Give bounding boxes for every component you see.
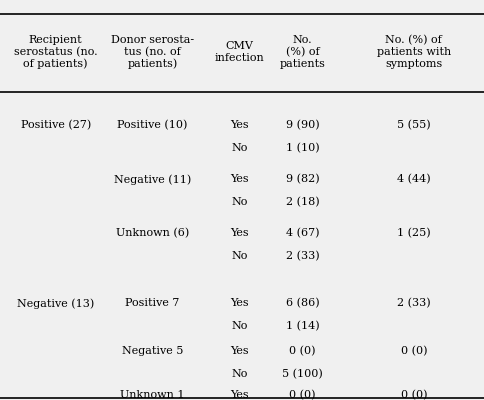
- Text: 2 (18): 2 (18): [286, 197, 319, 208]
- Text: 9 (90): 9 (90): [286, 120, 319, 130]
- Text: No: No: [231, 143, 248, 153]
- Text: 0 (0): 0 (0): [401, 346, 427, 356]
- Text: 5 (100): 5 (100): [282, 369, 323, 380]
- Text: No: No: [231, 369, 248, 379]
- Text: No: No: [231, 251, 248, 261]
- Text: Unknown (6): Unknown (6): [116, 228, 189, 238]
- Text: Recipient
serostatus (no.
of patients): Recipient serostatus (no. of patients): [14, 35, 97, 69]
- Text: Yes: Yes: [230, 390, 249, 400]
- Text: 1 (25): 1 (25): [397, 228, 431, 238]
- Text: Positive 7: Positive 7: [125, 298, 180, 308]
- Text: Unknown 1: Unknown 1: [120, 390, 185, 400]
- Text: 1 (10): 1 (10): [286, 143, 319, 154]
- Text: Yes: Yes: [230, 346, 249, 356]
- Text: Yes: Yes: [230, 120, 249, 130]
- Text: 9 (82): 9 (82): [286, 174, 319, 184]
- Text: Positive (10): Positive (10): [117, 120, 188, 130]
- Text: 1 (14): 1 (14): [286, 321, 319, 332]
- Text: 0 (0): 0 (0): [401, 390, 427, 400]
- Text: No: No: [231, 197, 248, 207]
- Text: No.
(%) of
patients: No. (%) of patients: [280, 35, 325, 69]
- Text: 4 (44): 4 (44): [397, 174, 431, 184]
- Text: Negative (13): Negative (13): [17, 298, 94, 308]
- Text: 2 (33): 2 (33): [286, 251, 319, 262]
- Text: Yes: Yes: [230, 298, 249, 308]
- Text: 4 (67): 4 (67): [286, 228, 319, 238]
- Text: Yes: Yes: [230, 174, 249, 184]
- Text: Positive (27): Positive (27): [20, 120, 91, 130]
- Text: Donor serosta-
tus (no. of
patients): Donor serosta- tus (no. of patients): [111, 35, 194, 69]
- Text: No: No: [231, 321, 248, 331]
- Text: Negative 5: Negative 5: [122, 346, 183, 356]
- Text: 0 (0): 0 (0): [289, 390, 316, 400]
- Text: No. (%) of
patients with
symptoms: No. (%) of patients with symptoms: [377, 35, 451, 69]
- Text: CMV
infection: CMV infection: [215, 41, 264, 63]
- Text: 5 (55): 5 (55): [397, 120, 431, 130]
- Text: 6 (86): 6 (86): [286, 298, 319, 308]
- Text: 0 (0): 0 (0): [289, 346, 316, 356]
- Text: 2 (33): 2 (33): [397, 298, 431, 308]
- Text: Yes: Yes: [230, 228, 249, 238]
- Text: Negative (11): Negative (11): [114, 174, 191, 184]
